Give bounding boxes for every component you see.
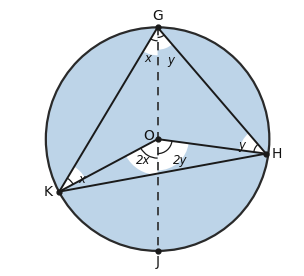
- Wedge shape: [157, 139, 188, 170]
- Wedge shape: [143, 27, 157, 55]
- Wedge shape: [157, 27, 172, 50]
- Text: y: y: [238, 139, 245, 152]
- Circle shape: [46, 27, 269, 251]
- Wedge shape: [59, 167, 85, 192]
- Text: O: O: [143, 129, 154, 143]
- Text: K: K: [43, 185, 53, 199]
- Text: G: G: [152, 9, 163, 23]
- Wedge shape: [240, 133, 266, 154]
- Text: x: x: [145, 52, 152, 65]
- Text: J: J: [156, 255, 160, 269]
- Text: H: H: [272, 147, 282, 161]
- Text: x: x: [78, 173, 85, 186]
- Wedge shape: [126, 139, 157, 175]
- Text: 2x: 2x: [136, 154, 150, 167]
- Text: y: y: [167, 54, 174, 67]
- Text: 2y: 2y: [173, 154, 187, 167]
